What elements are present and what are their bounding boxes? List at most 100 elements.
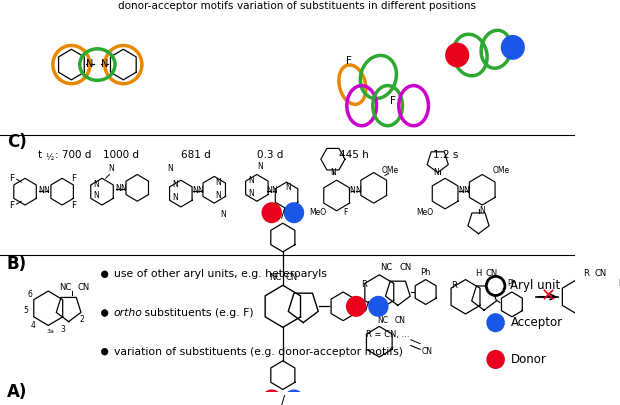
Text: N: N <box>197 186 203 195</box>
Text: N: N <box>172 179 178 188</box>
Text: CN: CN <box>595 269 607 278</box>
Text: N: N <box>38 186 43 195</box>
Text: A): A) <box>7 383 27 401</box>
Text: NC: NC <box>381 263 393 272</box>
Text: N: N <box>172 193 178 202</box>
Text: N: N <box>215 191 221 200</box>
Text: t: t <box>38 150 42 160</box>
Text: F: F <box>390 96 396 106</box>
Circle shape <box>284 390 304 405</box>
Text: N: N <box>86 59 94 68</box>
Text: R = CN, ...: R = CN, ... <box>366 330 410 339</box>
Circle shape <box>501 35 525 60</box>
Text: Donor: Donor <box>510 353 546 366</box>
Text: N: N <box>258 162 264 171</box>
Text: N: N <box>167 164 172 173</box>
Text: Aryl unit: Aryl unit <box>510 279 560 292</box>
Circle shape <box>262 390 282 405</box>
Text: N: N <box>458 186 464 195</box>
Text: N: N <box>43 186 49 195</box>
Text: N: N <box>350 186 355 195</box>
Text: donor-acceptor motifs: donor-acceptor motifs <box>118 1 233 11</box>
Text: CN: CN <box>422 347 433 356</box>
Text: N: N <box>192 186 198 195</box>
Text: N: N <box>120 184 126 193</box>
Text: CN: CN <box>399 263 412 272</box>
Text: N: N <box>249 176 254 185</box>
Circle shape <box>102 348 108 355</box>
Text: N: N <box>355 186 361 195</box>
Text: ✕: ✕ <box>541 287 556 305</box>
Text: NC: NC <box>59 283 71 292</box>
Text: 681 d: 681 d <box>180 150 210 160</box>
Text: CN: CN <box>78 283 89 292</box>
Text: MeO: MeO <box>416 208 433 217</box>
Text: 3a: 3a <box>46 329 54 334</box>
Text: Ph: Ph <box>420 269 431 277</box>
Text: N: N <box>464 186 469 195</box>
Circle shape <box>346 296 366 317</box>
Text: 3: 3 <box>61 325 66 334</box>
Text: 6: 6 <box>27 290 32 299</box>
Text: B): B) <box>7 255 27 273</box>
Text: R: R <box>451 281 458 290</box>
Text: ½: ½ <box>45 153 54 162</box>
Text: C): C) <box>7 133 27 151</box>
Text: N: N <box>108 164 114 173</box>
Text: F: F <box>9 174 15 183</box>
Text: CN: CN <box>286 273 298 282</box>
Text: Acceptor: Acceptor <box>510 316 562 329</box>
Text: F: F <box>9 200 15 209</box>
Text: N: N <box>330 168 336 177</box>
Text: N: N <box>266 186 272 195</box>
Text: 4: 4 <box>31 321 36 330</box>
Text: 1.2 s: 1.2 s <box>433 150 458 160</box>
Text: 5: 5 <box>24 306 29 315</box>
Text: 2: 2 <box>79 315 84 324</box>
Text: 0.3 d: 0.3 d <box>257 150 283 160</box>
Text: MeO: MeO <box>309 208 327 217</box>
Text: F: F <box>71 174 76 183</box>
Circle shape <box>102 271 108 278</box>
Text: N: N <box>101 59 108 68</box>
Circle shape <box>284 202 304 223</box>
Text: N: N <box>94 191 99 200</box>
Text: /: / <box>281 394 285 405</box>
Text: N: N <box>286 183 291 192</box>
Text: N: N <box>249 189 254 198</box>
Text: use of other aryl units, e.g. heteroaryls: use of other aryl units, e.g. heteroaryl… <box>114 269 327 279</box>
Text: N: N <box>215 178 221 187</box>
Text: /: / <box>365 300 370 313</box>
Text: ortho: ortho <box>114 308 143 318</box>
Text: CN: CN <box>485 269 498 278</box>
Text: F: F <box>343 208 348 217</box>
Circle shape <box>486 313 505 332</box>
Text: F: F <box>346 56 352 66</box>
Text: N: N <box>94 179 99 188</box>
Circle shape <box>102 310 108 316</box>
Circle shape <box>445 43 469 68</box>
Text: R: R <box>361 280 368 289</box>
Text: 445 h: 445 h <box>339 150 368 160</box>
Circle shape <box>486 276 505 296</box>
Text: N: N <box>433 168 439 177</box>
Text: variation of substituents (e.g. donor-acceptor motifs): variation of substituents (e.g. donor-ac… <box>114 347 403 357</box>
Text: variation of substituents in different positions: variation of substituents in different p… <box>237 1 476 11</box>
Text: NC: NC <box>378 316 389 325</box>
Text: OMe: OMe <box>492 166 509 175</box>
Text: F: F <box>71 200 76 209</box>
Text: N: N <box>221 210 226 219</box>
Text: : 700 d: : 700 d <box>55 150 91 160</box>
Text: NC: NC <box>269 273 281 282</box>
Circle shape <box>262 202 282 223</box>
Text: /: / <box>281 206 285 219</box>
Text: Ph: Ph <box>507 279 516 288</box>
Text: N: N <box>115 184 121 193</box>
Text: substituents (e.g. F): substituents (e.g. F) <box>141 308 254 318</box>
Circle shape <box>486 350 505 369</box>
Text: CN: CN <box>394 316 405 325</box>
Text: N: N <box>479 206 485 215</box>
Circle shape <box>368 296 389 317</box>
Text: Ph: Ph <box>618 279 620 288</box>
Text: R: R <box>583 269 589 278</box>
